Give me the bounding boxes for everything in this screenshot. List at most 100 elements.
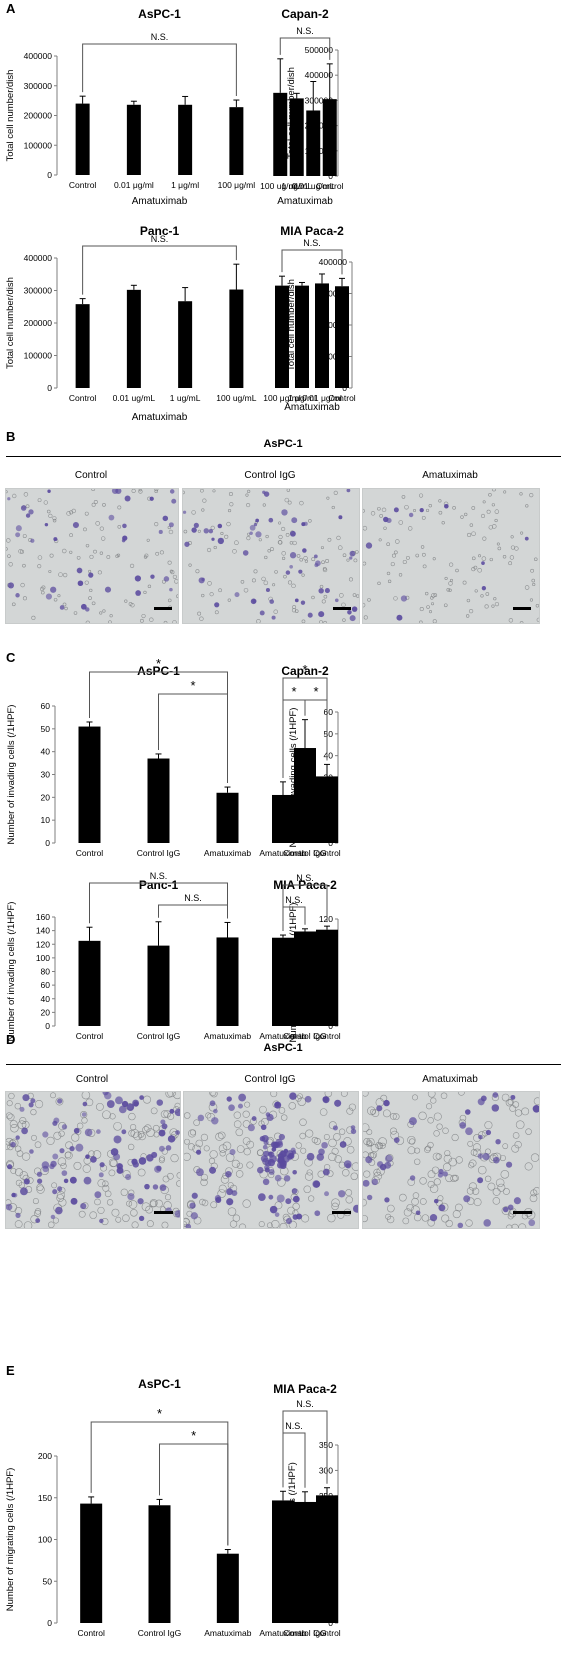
pore: [160, 1110, 169, 1119]
stained-cell: [149, 496, 154, 501]
stained-cell: [158, 1145, 165, 1152]
significance-label: *: [191, 1428, 196, 1443]
pore: [259, 1105, 267, 1114]
stained-cell: [291, 517, 298, 524]
stained-cell: [217, 523, 223, 529]
stained-cell: [42, 1165, 49, 1173]
stained-cell: [492, 1092, 499, 1098]
stained-cell: [116, 1166, 124, 1174]
pore: [69, 550, 73, 554]
stained-cell: [75, 1143, 84, 1152]
pore: [350, 1172, 358, 1181]
pore: [14, 1145, 22, 1152]
stained-cell: [208, 528, 214, 534]
pore: [101, 536, 106, 541]
pore: [88, 596, 92, 600]
stained-cell: [268, 1151, 273, 1156]
bar: [294, 931, 316, 1026]
stained-cell: [99, 1218, 104, 1224]
pore: [398, 520, 404, 525]
micro-b-label-2: Control IgG: [244, 470, 296, 481]
stained-cell: [298, 569, 303, 574]
stained-cell: [195, 1149, 202, 1155]
pore: [471, 531, 476, 537]
stained-cell: [318, 588, 324, 594]
stained-cell: [255, 531, 262, 538]
pore: [95, 1102, 104, 1111]
pore: [305, 1129, 314, 1138]
pore: [66, 511, 71, 516]
stained-cell: [161, 1123, 168, 1130]
stained-cell: [283, 1175, 291, 1182]
pore: [89, 554, 94, 559]
pore: [218, 1144, 228, 1153]
pore: [184, 1221, 188, 1228]
stained-cell: [290, 530, 296, 537]
pore: [425, 1103, 433, 1110]
pore: [130, 1124, 137, 1131]
pore: [325, 559, 330, 563]
pore: [19, 1117, 27, 1125]
pore: [509, 1105, 517, 1112]
stained-cell: [493, 1156, 500, 1164]
y-tick-label: 400000: [319, 257, 348, 267]
pore: [36, 1185, 45, 1194]
stained-cell: [121, 1129, 127, 1135]
pore: [324, 1092, 333, 1098]
stained-cell: [138, 1215, 145, 1222]
stained-cell: [77, 580, 84, 587]
pore: [340, 1092, 348, 1097]
pore: [184, 1152, 191, 1161]
stained-cell: [158, 529, 163, 535]
pore: [146, 538, 150, 542]
pore: [246, 536, 251, 541]
pore: [389, 1127, 398, 1135]
y-tick-label: 0: [47, 1618, 52, 1628]
chart-a-capan2: Capan-20100000200000300000400000500000To…: [260, 7, 343, 207]
pore: [508, 618, 514, 623]
stained-cell: [211, 1117, 219, 1125]
stained-cell: [384, 1161, 392, 1169]
pore: [172, 620, 177, 623]
pore: [166, 1172, 174, 1180]
pore: [351, 1162, 358, 1171]
pore: [8, 562, 13, 567]
pore: [97, 1206, 105, 1214]
pore: [217, 1189, 227, 1198]
stained-cell: [189, 1202, 196, 1209]
stained-cell: [314, 1210, 321, 1217]
chart-title: Panc-1: [140, 224, 180, 238]
pore: [455, 568, 459, 573]
pore: [474, 589, 478, 593]
stained-cell: [10, 1141, 16, 1148]
pore: [319, 584, 324, 589]
pore: [142, 1126, 150, 1134]
pore: [502, 555, 507, 559]
stained-cell: [15, 532, 21, 538]
pore: [184, 1138, 190, 1145]
stained-cell: [274, 1212, 280, 1217]
stained-cell: [251, 1116, 257, 1121]
stained-cell: [156, 1099, 164, 1106]
pore: [60, 1162, 67, 1170]
pore: [304, 1172, 314, 1181]
pore: [155, 1199, 163, 1208]
pore: [525, 504, 529, 508]
pore: [46, 509, 51, 514]
stained-cell: [349, 615, 356, 622]
pore: [345, 1196, 353, 1204]
pore: [279, 1222, 288, 1228]
pore: [363, 1198, 367, 1207]
pore: [433, 1112, 442, 1121]
y-tick-label: 100000: [24, 140, 53, 150]
stained-cell: [61, 1170, 68, 1177]
pore: [11, 602, 16, 607]
pore: [236, 1145, 245, 1153]
x-tick-label: Control IgG: [283, 848, 326, 858]
pore: [163, 620, 168, 623]
pore: [183, 490, 185, 495]
y-axis-label: Number of invading cells (/1HPF): [6, 902, 17, 1042]
pore: [429, 1184, 439, 1193]
pore: [448, 1157, 458, 1167]
stained-cell: [214, 602, 220, 608]
